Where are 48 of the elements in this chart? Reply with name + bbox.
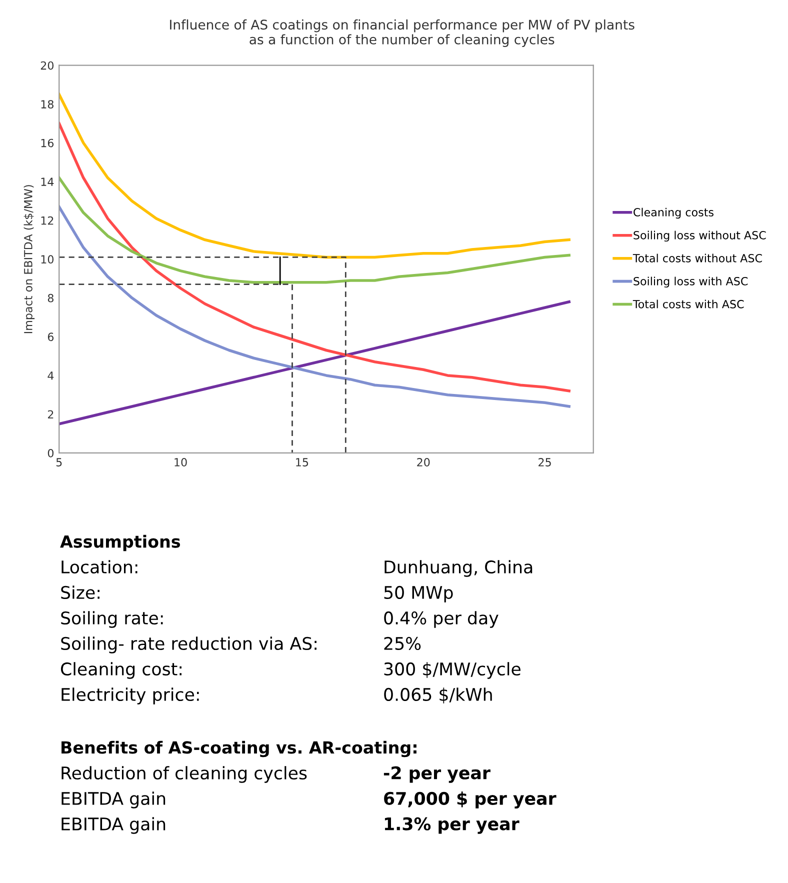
y-tick-label: 12 bbox=[41, 216, 54, 225]
line-series bbox=[59, 176, 570, 284]
text: -2 per year bbox=[384, 766, 490, 783]
text: Assumptions bbox=[60, 534, 180, 552]
text: 67,000 $ per year bbox=[384, 792, 556, 808]
line-series bbox=[59, 205, 570, 408]
text: Location: bbox=[62, 560, 138, 574]
y-tick-label: 6 bbox=[48, 332, 54, 342]
legend-label: Total costs with ASC bbox=[632, 300, 744, 308]
legend-label: Cleaning costs bbox=[634, 208, 714, 219]
legend-label: Total costs without ASC bbox=[632, 254, 762, 262]
text: 50 MWp bbox=[384, 586, 453, 602]
line-series bbox=[59, 122, 570, 392]
text: 0.4% per day bbox=[384, 611, 498, 628]
legend-label: Soiling loss with ASC bbox=[634, 276, 748, 288]
text: Size: bbox=[61, 586, 100, 600]
x-tick-label: 20 bbox=[417, 458, 430, 466]
y-tick-label: 8 bbox=[48, 294, 54, 302]
x-tick-label: 15 bbox=[296, 458, 308, 466]
y-tick-label: 20 bbox=[40, 61, 54, 70]
text: Soiling rate: bbox=[61, 611, 163, 628]
text: 1.3% per year bbox=[384, 817, 520, 834]
y-tick-label: 14 bbox=[41, 178, 54, 186]
text: EBITDA gain bbox=[62, 792, 166, 808]
text: Soiling- rate reduction via AS: bbox=[61, 636, 316, 654]
y-tick-label: 16 bbox=[41, 138, 54, 148]
y-axis-title: Impact on EBITDA (k$/MW) bbox=[24, 185, 35, 334]
text: EBITDA gain bbox=[62, 817, 166, 834]
y-tick-label: 0 bbox=[48, 448, 54, 458]
x-tick-label: 10 bbox=[174, 458, 187, 466]
text: Benefits of AS-coating vs. AR-coating: bbox=[62, 740, 416, 758]
text: Reduction of cleaning cycles bbox=[62, 766, 307, 783]
y-tick-label: 4 bbox=[48, 372, 54, 380]
text: Electricity price: bbox=[62, 688, 199, 704]
chart-title: Influence of AS coatings on financial performance per MW of PV plants as a function of the number of cleaning cycles bbox=[170, 19, 634, 47]
line-series bbox=[59, 300, 570, 426]
line-series bbox=[59, 93, 570, 259]
legend-label: Soiling loss without ASC bbox=[634, 230, 766, 242]
y-tick-label: 18 bbox=[41, 100, 54, 108]
text: Cleaning cost: bbox=[60, 662, 182, 679]
x-tick-label: 5 bbox=[56, 458, 62, 466]
text: 300 $/MW/cycle bbox=[384, 662, 520, 679]
y-tick-label: 2 bbox=[48, 410, 54, 418]
text: Dunhuang, China bbox=[384, 560, 532, 577]
text: 0.065 $/kWh bbox=[384, 688, 492, 704]
y-tick-label: 10 bbox=[41, 255, 54, 264]
x-tick-label: 25 bbox=[538, 458, 551, 466]
text: 25% bbox=[384, 636, 421, 650]
